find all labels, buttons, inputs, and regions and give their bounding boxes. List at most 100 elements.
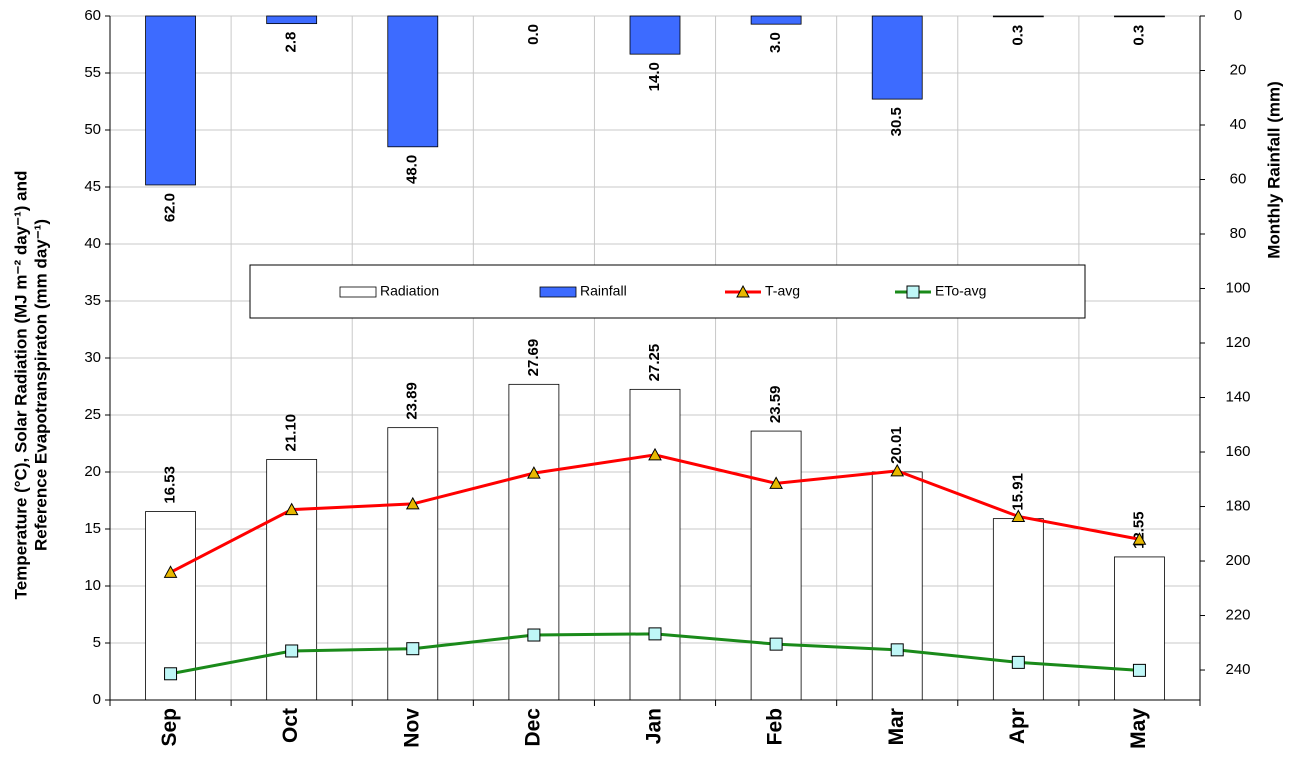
x-tick-label: Nov [400, 708, 423, 748]
y-tick-label: 45 [84, 178, 101, 195]
y2-tick-label: 80 [1230, 225, 1247, 242]
y2-tick-label: 200 [1225, 552, 1250, 569]
y2-tick-label: 60 [1230, 170, 1247, 187]
rainfall-label: 14.0 [646, 62, 663, 91]
rainfall-label: 30.5 [888, 107, 905, 136]
rainfall-label: 0.3 [1130, 25, 1147, 46]
y2-tick-label: 140 [1225, 388, 1250, 405]
rainfall-bar [266, 15, 318, 25]
y-tick-label: 55 [84, 64, 101, 81]
legend-box [249, 264, 1086, 319]
rainfall-label: 48.0 [404, 155, 421, 184]
y2-tick-label: 120 [1225, 334, 1250, 351]
x-tick-label: Oct [279, 708, 302, 743]
line-marker [285, 644, 299, 658]
rainfall-label: 62.0 [162, 193, 179, 222]
line-marker [527, 628, 541, 642]
radiation-label: 21.10 [283, 414, 300, 452]
y-tick-label: 25 [84, 406, 101, 423]
y-tick-label: 35 [84, 292, 101, 309]
line-marker [1011, 509, 1026, 522]
radiation-bar [992, 518, 1044, 701]
rainfall-bar [1114, 15, 1165, 18]
y-tick-label: 10 [84, 577, 101, 594]
radiation-bar [508, 383, 560, 701]
line-marker [527, 466, 541, 479]
radiation-bar [387, 427, 439, 701]
radiation-bar [871, 471, 923, 701]
y-tick-label: 30 [84, 349, 101, 366]
y2-tick-label: 220 [1225, 606, 1250, 623]
y-axis-label: Temperature (°C), Solar Radiation (MJ m⁻… [11, 171, 30, 600]
line-marker [164, 667, 178, 681]
legend-label: Radiation [380, 283, 439, 299]
line-marker [405, 496, 420, 510]
y-tick-label: 15 [84, 520, 101, 537]
rainfall-bar [145, 15, 196, 186]
rainfall-label: 2.8 [283, 32, 300, 53]
rainfall-label: 3.0 [767, 32, 784, 53]
x-tick-label: Apr [1006, 708, 1029, 744]
radiation-label: 27.69 [525, 339, 542, 377]
y2-tick-label: 0 [1234, 7, 1242, 24]
x-tick-label: May [1127, 708, 1150, 749]
x-tick-label: Mar [885, 708, 908, 745]
line-marker [769, 637, 783, 651]
y2-tick-label: 40 [1230, 116, 1247, 133]
line-marker [406, 642, 420, 656]
y2-tick-label: 20 [1230, 61, 1247, 78]
y-tick-label: 40 [84, 235, 101, 252]
line-marker [1011, 655, 1025, 669]
radiation-label: 16.53 [162, 466, 179, 504]
line-marker [648, 447, 662, 461]
line-marker [769, 476, 783, 489]
x-tick-label: Dec [521, 708, 544, 747]
line-marker [284, 502, 299, 516]
y-tick-label: 5 [93, 634, 101, 651]
rainfall-bar [992, 15, 1044, 18]
radiation-label: 20.01 [888, 426, 905, 464]
radiation-bar [629, 388, 681, 701]
legend-swatch [539, 286, 577, 298]
y2-tick-label: 100 [1225, 279, 1250, 296]
line-marker [648, 627, 662, 641]
rainfall-bar [629, 15, 681, 55]
y2-tick-label: 160 [1225, 443, 1250, 460]
radiation-bar [1114, 556, 1165, 701]
legend-label: Rainfall [580, 283, 627, 299]
legend-label: T-avg [765, 283, 800, 299]
radiation-bar [750, 430, 802, 701]
radiation-bar [266, 459, 318, 701]
line-marker [890, 463, 905, 477]
y-tick-label: 20 [84, 463, 101, 480]
line-marker [736, 284, 750, 298]
y-tick-label: 50 [84, 121, 101, 138]
rainfall-label: 0.3 [1009, 25, 1026, 46]
y-axis-label: Reference Evapotranspiraton (mm day⁻¹) [31, 219, 50, 551]
y2-axis-label: Monthly Rainfall (mm) [1264, 81, 1283, 259]
x-tick-label: Sep [158, 708, 181, 747]
line-marker [1132, 663, 1146, 677]
x-tick-label: Feb [764, 708, 787, 745]
radiation-bar [145, 511, 196, 701]
rainfall-bar [750, 15, 802, 25]
radiation-label: 27.25 [646, 344, 663, 382]
line-marker [163, 565, 178, 578]
line-marker [1132, 532, 1147, 545]
line-marker [906, 285, 920, 299]
rainfall-bar [871, 15, 923, 100]
y-tick-label: 60 [84, 7, 101, 24]
y-tick-label: 0 [93, 691, 101, 708]
legend-label: ETo-avg [935, 283, 986, 299]
rainfall-bar [387, 15, 439, 148]
radiation-label: 23.89 [404, 382, 421, 420]
legend-swatch [339, 286, 377, 298]
y2-tick-label: 240 [1225, 661, 1250, 678]
radiation-label: 15.91 [1009, 473, 1026, 511]
x-tick-label: Jan [643, 708, 666, 744]
radiation-label: 23.59 [767, 386, 784, 424]
line-marker [890, 643, 904, 657]
rainfall-label: 0.0 [525, 24, 542, 45]
y2-tick-label: 180 [1225, 497, 1250, 514]
